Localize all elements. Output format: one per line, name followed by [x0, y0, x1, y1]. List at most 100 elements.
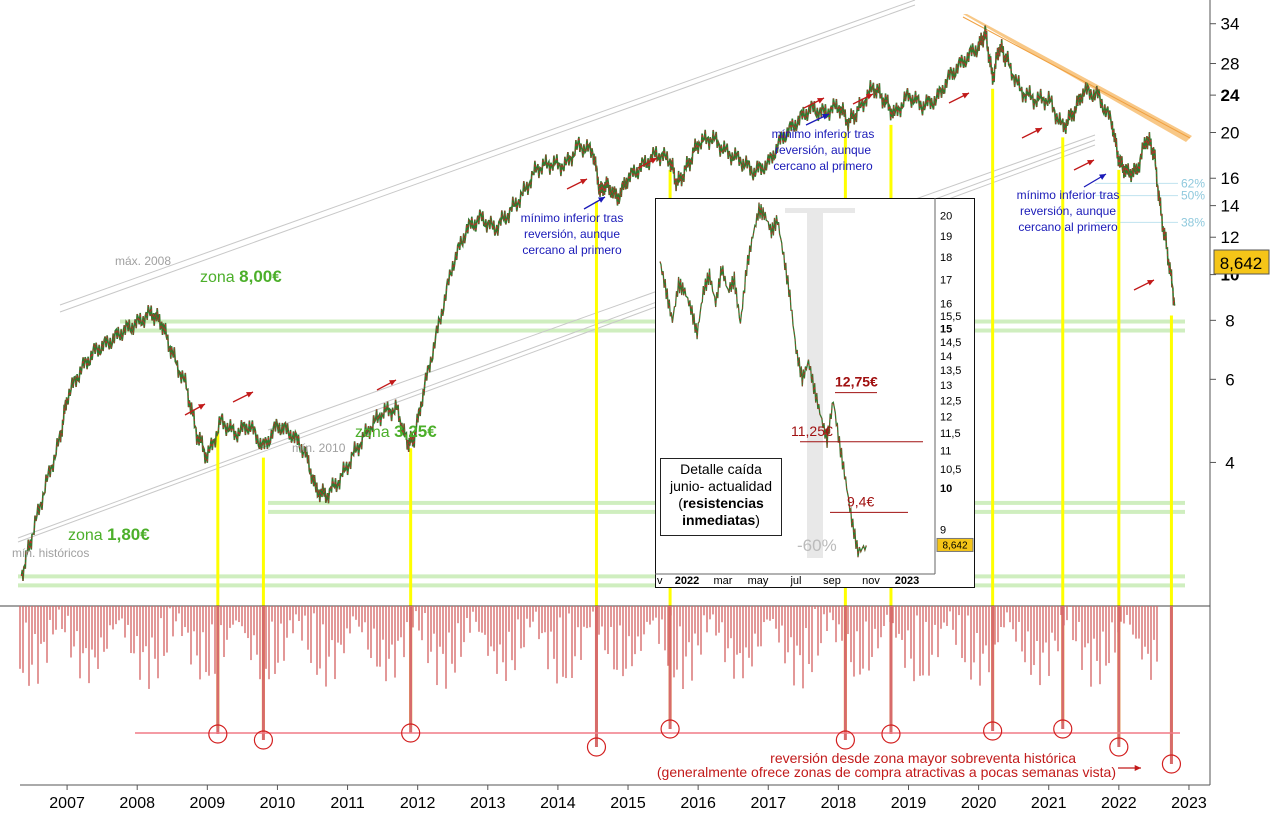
reversal-note-line: mínimo inferior tras [521, 211, 624, 225]
inset-y-tick-label: 13,5 [940, 365, 961, 377]
zone-band-top [120, 319, 1185, 324]
oscillator-panel [0, 605, 1210, 774]
resistance-line [962, 16, 1191, 139]
resistance-label: 9,4€ [847, 493, 874, 509]
y-tick-label: 28 [1221, 55, 1240, 74]
reversal-note-line: cercano al primero [1018, 220, 1118, 234]
zone-label-value: 8,00€ [239, 267, 282, 286]
inset-last-price-badge [936, 537, 974, 552]
inset-y-tick-label: 11,5 [940, 428, 961, 440]
reversal-circle [1161, 754, 1182, 774]
inset-price-line-red [659, 202, 867, 558]
reversal-text-2: (generalmente ofrece zonas de compra atr… [657, 764, 1116, 780]
inset-y-tick-label: 15,5 [940, 311, 961, 323]
zone-band-top [18, 574, 1185, 579]
inset-price-series [659, 202, 867, 558]
x-tick-label: 2008 [119, 795, 155, 812]
drawdown-label: -60% [797, 536, 837, 555]
reversal-circle [586, 737, 607, 757]
fib-label: 62% [1181, 176, 1205, 190]
y-tick-label: 4 [1225, 453, 1234, 472]
inset-resistances: 12,75€ 11,25€ 9,4€ [791, 374, 923, 513]
x-tick-label: 2010 [260, 795, 296, 812]
y-tick-label: 16 [1221, 169, 1240, 188]
zone-label-prefix: zona [68, 527, 107, 544]
x-tick-label: 2019 [891, 795, 927, 812]
price-line [20, 25, 1176, 582]
reversal-note-line: reversión, aunque [1020, 204, 1116, 218]
inset-x-tick-label: mar [714, 575, 733, 587]
reversal-circle [835, 730, 855, 750]
y-tick-label: 14 [1221, 197, 1240, 216]
arrow-head [198, 404, 205, 410]
channel-line [59, 0, 916, 306]
zone-label-value: 3,25€ [394, 422, 437, 441]
inset-last-price: 8,642 [942, 540, 967, 551]
inset-chart: -60% 12,75€11,25€9,4€ 201918171615,51514… [655, 198, 974, 587]
inset-y-tick-label: 9 [940, 524, 946, 536]
y-tick-label: 6 [1225, 370, 1234, 389]
x-tick-label: 2018 [821, 795, 857, 812]
arrow-head [866, 94, 873, 100]
min-hist-label: mín. históricos [12, 546, 89, 560]
zone-bands [18, 319, 1185, 588]
reversal-circle [660, 719, 680, 739]
arrow-head [1087, 160, 1094, 166]
reversal-circle [1109, 737, 1129, 757]
reversal-note-line: cercano al primero [773, 159, 873, 173]
x-tick-label: 2007 [49, 795, 85, 812]
inset-note-line1: Detalle caída [680, 461, 762, 477]
x-tick-label: 2020 [961, 795, 997, 812]
inset-x-tick-label: may [748, 575, 769, 587]
x-tick-label: 2011 [330, 795, 365, 812]
arrow-head [580, 179, 587, 185]
inset-x-tick-label: nov [862, 575, 880, 587]
inset-note-box: Detalle caída junio- actualidad (resiste… [660, 458, 782, 536]
y-tick-label: 24 [1221, 86, 1240, 105]
arrow-head [962, 93, 969, 99]
zone-label-value: 1,80€ [107, 525, 150, 544]
arrow-head [598, 197, 605, 203]
max-2008-label: máx. 2008 [115, 254, 171, 268]
inset-note-line3: resistencias [682, 495, 764, 511]
x-tick-label: 2016 [680, 795, 716, 812]
reversal-note-line: reversión, aunque [775, 143, 871, 157]
resistance-label: 11,25€ [791, 423, 833, 439]
arrow-head [1147, 280, 1154, 286]
inset-y-tick-label: 20 [940, 211, 952, 223]
reversal-circle [881, 724, 901, 744]
arrow-head [822, 113, 829, 120]
zone-label: zona 8,00€ [200, 267, 282, 286]
arrow-head [389, 380, 396, 386]
reversal-circle [253, 730, 274, 750]
arrow-head [817, 98, 824, 104]
last-price-badge [1213, 249, 1270, 275]
x-tick-label: 2022 [1101, 795, 1137, 812]
zone-band-bottom [120, 328, 1185, 333]
reversal-note-line: cercano al primero [522, 243, 622, 257]
reversal-note-line: reversión, aunque [524, 227, 620, 241]
zone-label: zona 3,25€ [355, 422, 437, 441]
inset-note-line4: inmediatas [682, 512, 756, 528]
inset-x-tick-label: v [657, 575, 663, 587]
arrow-head [1099, 174, 1106, 180]
min-2010-label: mín. 2010 [292, 441, 346, 455]
reversal-circle [208, 724, 228, 744]
inset-y-tick-label: 10 [940, 483, 952, 495]
inset-x-tick-label: 2022 [675, 575, 699, 587]
x-tick-label: 2021 [1031, 795, 1067, 812]
arrow-head [650, 158, 657, 164]
channel-line [59, 4, 916, 313]
zone-label: zona 1,80€ [68, 525, 150, 544]
inset-y-tick-label: 16 [940, 298, 952, 310]
x-tick-label: 2012 [400, 795, 436, 812]
inset-x-tick-label: 2023 [895, 575, 919, 587]
inset-x-tick-label: sep [823, 575, 841, 587]
y-tick-label: 12 [1221, 228, 1240, 247]
inset-note-line2: junio- actualidad [670, 478, 772, 494]
arrow-head [1134, 764, 1141, 772]
annotations: zona 8,00€ zona 3,25€ zona 1,80€ máx. 2008 m… [12, 92, 1155, 780]
inset-drawdown-bar: -60% [785, 208, 855, 558]
